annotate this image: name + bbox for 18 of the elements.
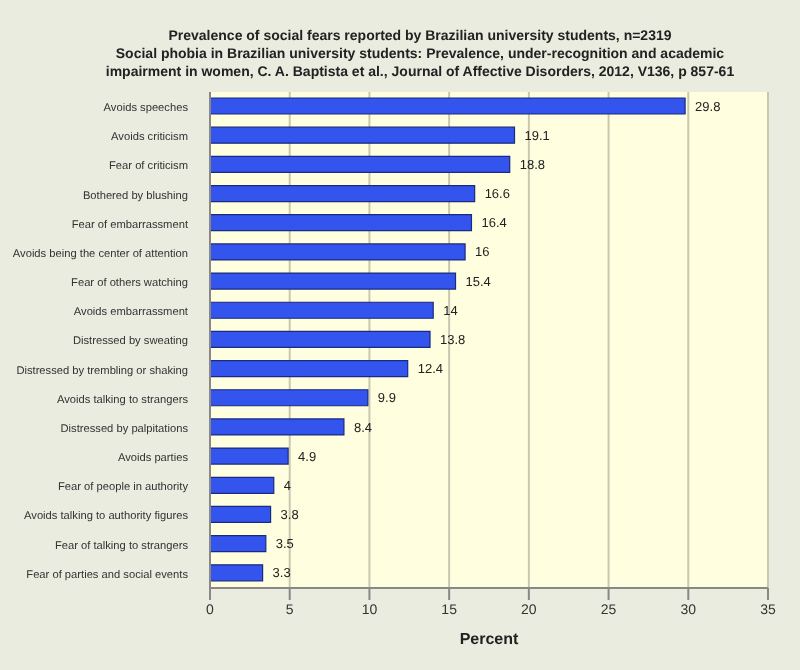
bar	[210, 301, 434, 319]
bar	[210, 214, 473, 232]
bar	[210, 505, 272, 524]
bar	[210, 184, 476, 203]
bar	[210, 389, 369, 407]
bar	[210, 535, 267, 553]
x-axis-title: Percent	[459, 630, 520, 648]
bar	[210, 418, 345, 436]
bar	[210, 330, 431, 349]
bar	[210, 476, 275, 494]
bar	[210, 155, 511, 173]
bar	[210, 243, 466, 261]
bar	[210, 447, 289, 465]
bar	[210, 97, 686, 115]
bar	[210, 126, 516, 144]
bar	[210, 272, 457, 290]
bar	[210, 564, 264, 582]
bar	[210, 359, 409, 378]
